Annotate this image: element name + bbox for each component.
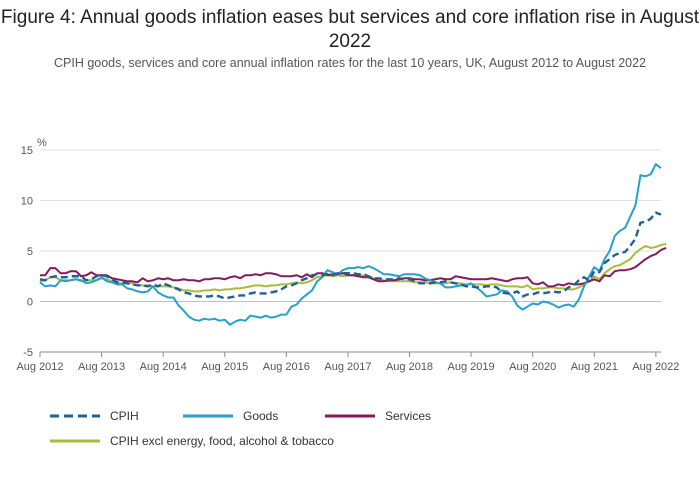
series-line-goods <box>39 163 662 326</box>
y-tick-label: 10 <box>21 196 33 208</box>
legend-item: CPIH <box>50 409 139 423</box>
legend-item: Goods <box>183 409 278 423</box>
x-tick-label: Aug 2017 <box>324 361 371 373</box>
x-tick-label: Aug 2012 <box>16 361 63 373</box>
y-axis-unit-label: % <box>37 137 47 149</box>
legend-label: CPIH excl energy, food, alcohol & tobacc… <box>110 434 334 448</box>
legend-item: Services <box>325 409 431 423</box>
x-tick-label: Aug 2018 <box>386 361 433 373</box>
x-tick-label: Aug 2016 <box>263 361 310 373</box>
x-tick-label: Aug 2019 <box>448 361 495 373</box>
chart-subtitle: CPIH goods, services and core annual inf… <box>53 56 647 70</box>
series-line-cpih <box>39 211 662 300</box>
x-tick-label: Aug 2014 <box>140 361 187 373</box>
x-tick-label: Aug 2021 <box>571 361 618 373</box>
y-tick-label: 0 <box>27 297 33 309</box>
series-lines <box>39 163 667 326</box>
series-line-services <box>40 247 667 288</box>
legend-label: Goods <box>243 409 278 423</box>
x-tick-label: Aug 2022 <box>632 361 679 373</box>
x-tick-label: Aug 2020 <box>509 361 556 373</box>
x-axis: Aug 2012 Aug 2013 Aug 2014 Aug 2015 Aug 2016… <box>16 351 679 373</box>
legend-label: CPIH <box>110 409 139 423</box>
legend-item: CPIH excl energy, food, alcohol & tobacc… <box>50 434 334 448</box>
legend-label: Services <box>385 409 431 423</box>
chart-title: Figure 4: Annual goods inflation eases b… <box>0 7 700 52</box>
y-tick-label: -5 <box>23 347 33 359</box>
gridlines <box>40 149 661 353</box>
x-tick-label: Aug 2015 <box>201 361 248 373</box>
y-tick-label: 5 <box>27 246 33 258</box>
y-tick-label: 15 <box>21 145 33 157</box>
legend: CPIH Goods Services CPIH excl energy, food,… <box>50 409 431 448</box>
y-axis-ticks: 15 10 5 0 -5 <box>21 145 33 359</box>
x-tick-label: Aug 2013 <box>78 361 125 373</box>
